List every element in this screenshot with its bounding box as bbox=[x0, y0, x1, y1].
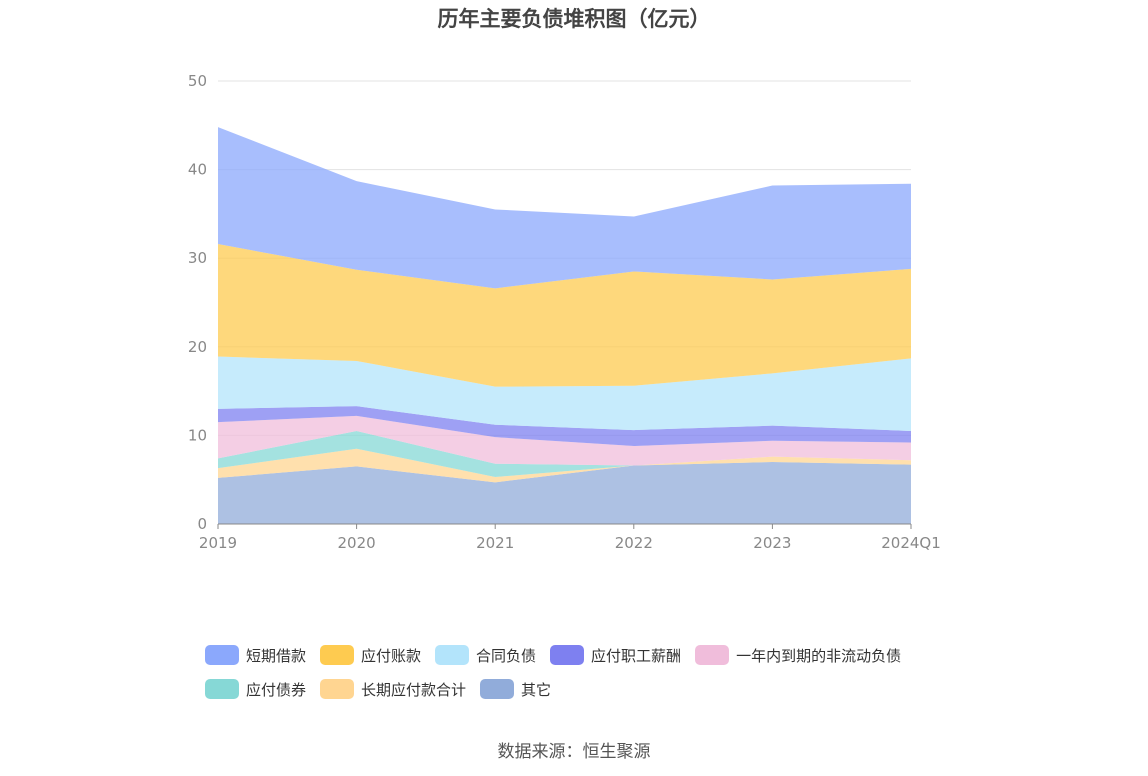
legend-swatch bbox=[320, 679, 354, 699]
x-tick-label: 2021 bbox=[476, 534, 514, 552]
x-tick-label: 2023 bbox=[753, 534, 791, 552]
legend-label: 应付债券 bbox=[246, 679, 306, 700]
legend-item-accounts-payable[interactable]: 应付账款 bbox=[320, 645, 421, 666]
legend-item-contract-liabilities[interactable]: 合同负债 bbox=[435, 645, 536, 666]
y-tick-label: 30 bbox=[188, 249, 207, 267]
legend-row-1: 短期借款 应付账款 合同负债 应付职工薪酬 一年内到期的非流动负债 bbox=[205, 638, 965, 672]
legend-row-2: 应付债券 长期应付款合计 其它 bbox=[205, 672, 965, 706]
legend-label: 长期应付款合计 bbox=[361, 679, 466, 700]
legend-label: 应付职工薪酬 bbox=[591, 645, 681, 666]
y-tick-label: 0 bbox=[197, 515, 207, 533]
legend-swatch bbox=[695, 645, 729, 665]
legend-item-short-term-loans[interactable]: 短期借款 bbox=[205, 645, 306, 666]
legend-label: 应付账款 bbox=[361, 645, 421, 666]
legend-label: 短期借款 bbox=[246, 645, 306, 666]
y-tick-label: 40 bbox=[188, 161, 207, 179]
legend-item-bonds-payable[interactable]: 应付债券 bbox=[205, 679, 306, 700]
x-tick-label: 2024Q1 bbox=[881, 534, 941, 552]
legend-swatch bbox=[205, 645, 239, 665]
legend-item-employee-payable[interactable]: 应付职工薪酬 bbox=[550, 645, 681, 666]
legend-item-other[interactable]: 其它 bbox=[480, 679, 551, 700]
x-tick-label: 2020 bbox=[338, 534, 376, 552]
legend-label: 合同负债 bbox=[476, 645, 536, 666]
chart-legend: 短期借款 应付账款 合同负债 应付职工薪酬 一年内到期的非流动负债 应付债券 长… bbox=[205, 638, 965, 706]
legend-item-current-noncurrent-liabilities[interactable]: 一年内到期的非流动负债 bbox=[695, 645, 901, 666]
legend-label: 其它 bbox=[521, 679, 551, 700]
x-tick-label: 2022 bbox=[615, 534, 653, 552]
y-tick-label: 50 bbox=[188, 72, 207, 90]
legend-swatch bbox=[550, 645, 584, 665]
stacked-area-chart: 0 10 20 30 40 50 2019 2020 2021 2022 2023 2024Q1 bbox=[0, 0, 1148, 620]
legend-swatch bbox=[435, 645, 469, 665]
y-tick-label: 10 bbox=[188, 426, 207, 444]
legend-swatch bbox=[320, 645, 354, 665]
data-source-note: 数据来源：恒生聚源 bbox=[0, 737, 1148, 762]
y-tick-label: 20 bbox=[188, 338, 207, 356]
legend-item-long-term-payables[interactable]: 长期应付款合计 bbox=[320, 679, 466, 700]
legend-label: 一年内到期的非流动负债 bbox=[736, 645, 901, 666]
legend-swatch bbox=[205, 679, 239, 699]
legend-swatch bbox=[480, 679, 514, 699]
x-tick-label: 2019 bbox=[199, 534, 237, 552]
